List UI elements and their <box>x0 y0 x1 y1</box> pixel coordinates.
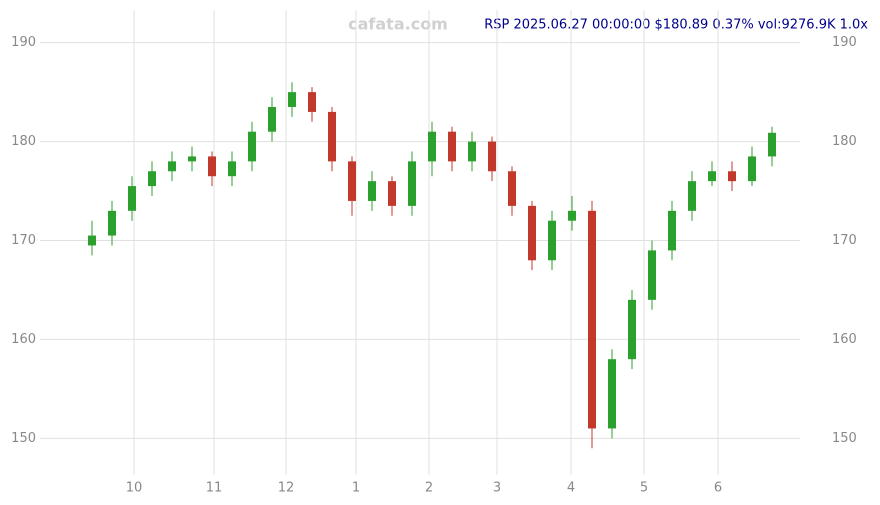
candle-body <box>148 171 156 187</box>
candle-body <box>268 106 276 132</box>
x-tick-label: 11 <box>206 481 223 496</box>
candle-body <box>448 131 456 162</box>
y-tick-label-right: 150 <box>832 431 857 446</box>
candle-body <box>688 181 696 211</box>
x-tick-label: 1 <box>352 481 360 496</box>
candle-body <box>628 299 636 360</box>
x-tick-label: 6 <box>714 481 722 496</box>
y-tick-label-right: 160 <box>832 332 857 347</box>
candle-body <box>408 161 416 206</box>
y-tick-label: 160 <box>11 332 36 347</box>
x-tick-label: 5 <box>640 481 648 496</box>
y-tick-label-right: 170 <box>832 233 857 248</box>
y-tick-label: 150 <box>11 431 36 446</box>
x-tick-label: 4 <box>567 481 575 496</box>
candle-body <box>248 131 256 162</box>
candle-body <box>508 171 516 206</box>
candle-body <box>228 161 236 177</box>
y-tick-label: 180 <box>11 134 36 149</box>
candle-body <box>568 210 576 221</box>
candle-body <box>428 131 436 162</box>
y-tick-label-right: 180 <box>832 134 857 149</box>
candle-body <box>308 92 316 112</box>
y-tick-label-right: 190 <box>832 35 857 50</box>
y-tick-label: 170 <box>11 233 36 248</box>
candle-body <box>108 210 116 236</box>
candle-body <box>208 156 216 177</box>
candle-body <box>348 161 356 201</box>
candle-body <box>708 171 716 182</box>
candle-body <box>748 156 756 182</box>
candle-body <box>648 250 656 300</box>
candle-body <box>548 220 556 261</box>
x-tick-label: 3 <box>493 481 501 496</box>
watermark: cafata.com <box>348 15 448 34</box>
y-tick-label: 190 <box>11 35 36 50</box>
candle-body <box>468 141 476 162</box>
candle-body <box>668 210 676 251</box>
candle-body <box>608 359 616 429</box>
candle-body <box>728 171 736 182</box>
candle-body <box>768 132 776 157</box>
candle-body <box>528 205 536 261</box>
candle-body <box>488 141 496 172</box>
candle-body <box>128 186 136 211</box>
chart-title: RSP 2025.06.27 00:00:00 $180.89 0.37% vo… <box>484 18 868 33</box>
x-tick-label: 2 <box>425 481 433 496</box>
candle-body <box>88 235 96 246</box>
candle-body <box>588 210 596 429</box>
candle-body <box>328 111 336 162</box>
x-tick-label: 10 <box>126 481 143 496</box>
candle-body <box>188 156 196 162</box>
x-tick-label: 12 <box>278 481 295 496</box>
candle-body <box>288 92 296 107</box>
candle-body <box>168 161 176 172</box>
candle-body <box>368 181 376 201</box>
candle-body <box>388 181 396 206</box>
